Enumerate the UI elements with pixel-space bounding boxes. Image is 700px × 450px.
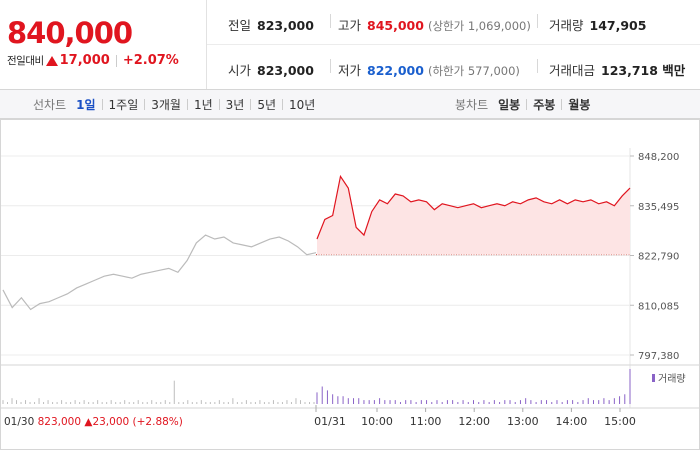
low-value: 822,000 <box>367 63 424 78</box>
tab-monthly[interactable]: 월봉 <box>568 98 591 112</box>
divider <box>537 59 538 73</box>
price-box: 840,000 전일대비 17,000 +2.07% <box>0 0 207 89</box>
prev-close-stat: 전일 823,000 <box>228 15 314 34</box>
line-chart-tabs: 선차트 1일 1주일 3개월 1년 3년 5년 10년 <box>33 96 315 113</box>
chart-svg: 848,200 835,495 822,790 810,085 797,380 거래량 10… <box>0 119 700 450</box>
series-line-prev-day <box>2 234 317 311</box>
change-label: 전일대비 <box>7 55 44 67</box>
divider <box>218 99 220 110</box>
x-tick-label: 11:00 <box>410 415 442 428</box>
amount-value: 123,718 백만 <box>601 63 686 78</box>
open-stat: 시가 823,000 <box>228 60 314 79</box>
tab-3m[interactable]: 3개월 <box>151 98 181 112</box>
prev-price: 823,000 <box>38 416 85 428</box>
candle-chart-title: 봉차트 <box>455 98 489 112</box>
volume-label: 거래량 <box>549 18 584 33</box>
tab-3y[interactable]: 3년 <box>225 98 245 112</box>
divider <box>250 99 252 110</box>
tab-5y[interactable]: 5년 <box>257 98 277 112</box>
tab-1d[interactable]: 1일 <box>76 98 96 112</box>
prev-close-value: 823,000 <box>257 18 314 33</box>
divider <box>537 14 538 28</box>
change-row: 전일대비 17,000 +2.07% <box>7 53 179 68</box>
row-divider <box>207 44 700 45</box>
change-amount: 17,000 <box>59 53 110 68</box>
divider <box>144 99 146 110</box>
prev-close-label: 전일 <box>228 18 252 33</box>
candle-chart-tabs: 봉차트 일봉 주봉 월봉 <box>455 96 590 113</box>
chart-tabs-bar: 선차트 1일 1주일 3개월 1년 3년 5년 10년 봉차트 일봉 주봉 월봉 <box>0 90 700 119</box>
x-tick-label: 10:00 <box>361 415 393 428</box>
open-label: 시가 <box>228 63 252 78</box>
x-tick-label: 15:00 <box>604 415 636 428</box>
volume-value: 147,905 <box>589 18 647 33</box>
low-stat: 저가 822,000 (하한가 577,000) <box>338 60 520 79</box>
volume-legend-label: 거래량 <box>658 373 686 385</box>
up-triangle-icon <box>45 55 58 66</box>
change-percent: +2.07% <box>122 53 179 68</box>
tab-10y[interactable]: 10년 <box>289 98 316 112</box>
chart-frame <box>0 119 700 450</box>
divider <box>330 14 331 28</box>
divider <box>330 59 331 73</box>
quote-panel: 840,000 전일대비 17,000 +2.07% 전일 823,000 고가 8… <box>0 0 700 90</box>
x-tick-label: 14:00 <box>556 415 588 428</box>
y-tick-label: 848,200 <box>638 152 679 163</box>
tab-1y[interactable]: 1년 <box>193 98 213 112</box>
y-tick-label: 797,380 <box>638 351 679 362</box>
tab-weekly[interactable]: 주봉 <box>533 98 556 112</box>
amount-stat: 거래대금 123,718 백만 <box>549 60 685 79</box>
y-tick-label: 822,790 <box>638 252 679 263</box>
divider <box>101 99 103 110</box>
prev-day-summary: 01/30 823,000 ▲23,000 (+2.88%) <box>4 416 183 428</box>
line-chart-title: 선차트 <box>33 98 67 112</box>
upper-limit: (상한가 1,069,000) <box>427 19 531 33</box>
y-tick-label: 810,085 <box>638 301 679 312</box>
high-value: 845,000 <box>367 18 424 33</box>
prev-percent: (+2.88%) <box>133 416 183 428</box>
high-label: 고가 <box>338 18 362 33</box>
open-value: 823,000 <box>257 63 314 78</box>
series-area-today <box>317 176 630 255</box>
volume-legend-swatch <box>652 374 655 382</box>
x-tick-label: 12:00 <box>458 415 490 428</box>
x-tick-label: 13:00 <box>507 415 539 428</box>
lower-limit: (하한가 577,000) <box>427 64 520 78</box>
divider <box>186 99 188 110</box>
prev-change: ▲23,000 <box>84 416 132 428</box>
divider <box>561 99 563 110</box>
tab-1w[interactable]: 1주일 <box>108 98 139 112</box>
price-chart[interactable]: 848,200 835,495 822,790 810,085 797,380 거래량 10… <box>0 119 700 450</box>
amount-label: 거래대금 <box>549 63 596 78</box>
divider <box>115 54 117 67</box>
high-stat: 고가 845,000 (상한가 1,069,000) <box>338 15 531 34</box>
volume-stat: 거래량 147,905 <box>549 15 646 34</box>
today-date-label: 01/31 <box>314 415 346 428</box>
prev-date: 01/30 <box>4 416 38 428</box>
y-tick-label: 835,495 <box>638 202 679 213</box>
current-price: 840,000 <box>7 16 133 50</box>
low-label: 저가 <box>338 63 362 78</box>
divider <box>282 99 284 110</box>
divider <box>526 99 528 110</box>
tab-daily[interactable]: 일봉 <box>498 98 521 112</box>
